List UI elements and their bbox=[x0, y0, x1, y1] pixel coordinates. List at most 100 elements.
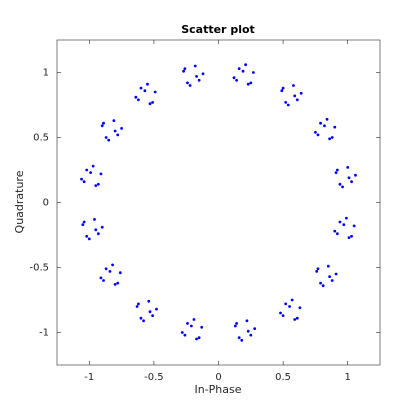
scatter-point bbox=[325, 117, 329, 121]
y-axis-label: Quadrature bbox=[13, 170, 26, 233]
scatter-point bbox=[281, 86, 285, 90]
scatter-point bbox=[350, 180, 353, 184]
scatter-point bbox=[155, 307, 158, 311]
scatter-point bbox=[104, 136, 108, 139]
scatter-point bbox=[89, 171, 92, 175]
scatter-point bbox=[314, 130, 317, 134]
scatter-point bbox=[104, 267, 108, 271]
scatter-point bbox=[316, 133, 320, 137]
scatter-point bbox=[189, 324, 193, 328]
scatter-point bbox=[120, 126, 123, 130]
scatter-point bbox=[281, 314, 285, 317]
scatter-point bbox=[328, 137, 332, 141]
scatter-point bbox=[292, 84, 295, 87]
x-tick-label: 0 bbox=[215, 372, 221, 383]
scatter-point bbox=[246, 82, 250, 86]
y-tick-label: -0.5 bbox=[29, 263, 49, 274]
scatter-point bbox=[200, 325, 204, 329]
scatter-point bbox=[82, 180, 86, 184]
scatter-point bbox=[134, 95, 138, 99]
scatter-point bbox=[108, 270, 112, 273]
scatter-point bbox=[286, 103, 290, 107]
scatter-point bbox=[193, 64, 197, 68]
scatter-point bbox=[253, 327, 257, 330]
scatter-point bbox=[195, 75, 198, 78]
scatter-point bbox=[240, 338, 244, 342]
scatter-point bbox=[146, 82, 149, 86]
scatter-point bbox=[293, 318, 297, 321]
scatter-point bbox=[335, 168, 339, 172]
scatter-point bbox=[139, 86, 143, 90]
scatter-point bbox=[197, 78, 201, 82]
scatter-point bbox=[333, 229, 337, 233]
scatter-point bbox=[139, 316, 143, 320]
scatter-point bbox=[87, 237, 91, 241]
scatter-point bbox=[142, 319, 145, 323]
scatter-point bbox=[153, 90, 157, 94]
scatter-point bbox=[251, 71, 255, 74]
scatter-point bbox=[249, 333, 253, 337]
scatter-point bbox=[333, 125, 337, 129]
scatter-point bbox=[151, 101, 155, 104]
scatter-point bbox=[100, 124, 104, 128]
scatter-point bbox=[85, 234, 89, 238]
scatter-point bbox=[295, 316, 299, 320]
scatter-point bbox=[298, 306, 302, 310]
scatter-point bbox=[116, 281, 120, 285]
scatter-point bbox=[346, 166, 350, 169]
x-tick-label: -0.5 bbox=[144, 372, 164, 383]
scatter-point bbox=[93, 218, 96, 221]
scatter-point bbox=[82, 220, 86, 224]
scatter-point bbox=[99, 276, 103, 280]
scatter-point bbox=[148, 310, 152, 314]
scatter-point bbox=[334, 171, 338, 175]
scatter-point bbox=[116, 133, 120, 137]
scatter-point bbox=[341, 185, 344, 189]
scatter-point bbox=[245, 319, 249, 323]
scatter-point bbox=[233, 324, 237, 328]
scatter-point bbox=[326, 264, 330, 268]
scatter-point bbox=[290, 298, 294, 302]
scatter-point bbox=[183, 333, 187, 337]
scatter-point bbox=[197, 336, 201, 340]
scatter-point bbox=[330, 279, 334, 282]
scatter-point bbox=[288, 305, 291, 308]
scatter-point bbox=[352, 224, 356, 228]
scatter-point bbox=[347, 176, 351, 180]
scatter-point bbox=[113, 129, 117, 133]
scatter-point bbox=[334, 272, 338, 276]
scatter-point bbox=[182, 69, 186, 73]
scatter-point bbox=[188, 84, 192, 87]
scatter-point bbox=[321, 284, 325, 288]
scatter-point bbox=[143, 89, 147, 93]
scatter-point bbox=[342, 223, 346, 227]
scatter-point bbox=[201, 72, 205, 76]
scatter-point bbox=[338, 182, 342, 186]
scatter-point bbox=[112, 119, 116, 122]
scatter-point bbox=[135, 305, 139, 308]
scatter-point bbox=[284, 302, 288, 306]
scatter-point bbox=[299, 91, 303, 95]
scatter-point bbox=[118, 271, 122, 275]
scatter-point bbox=[94, 184, 98, 188]
y-tick-label: -1 bbox=[39, 328, 49, 339]
x-axis-label: In-Phase bbox=[194, 383, 241, 396]
scatter-point bbox=[249, 81, 253, 85]
scatter-point bbox=[148, 102, 152, 106]
scatter-point bbox=[235, 322, 238, 325]
scatter-point bbox=[136, 98, 140, 102]
scatter-point bbox=[246, 329, 250, 333]
scatter-point bbox=[81, 223, 85, 227]
scatter-point bbox=[237, 336, 241, 340]
x-tick-label: 0.5 bbox=[275, 372, 291, 383]
scatter-point bbox=[183, 67, 187, 70]
scatter-point bbox=[107, 138, 111, 142]
scatter-point bbox=[232, 76, 236, 80]
scatter-point bbox=[237, 67, 241, 70]
scatter-point bbox=[85, 168, 89, 172]
scatter-point bbox=[151, 314, 155, 317]
scatter-point bbox=[323, 124, 326, 128]
scatter-point bbox=[180, 331, 184, 334]
